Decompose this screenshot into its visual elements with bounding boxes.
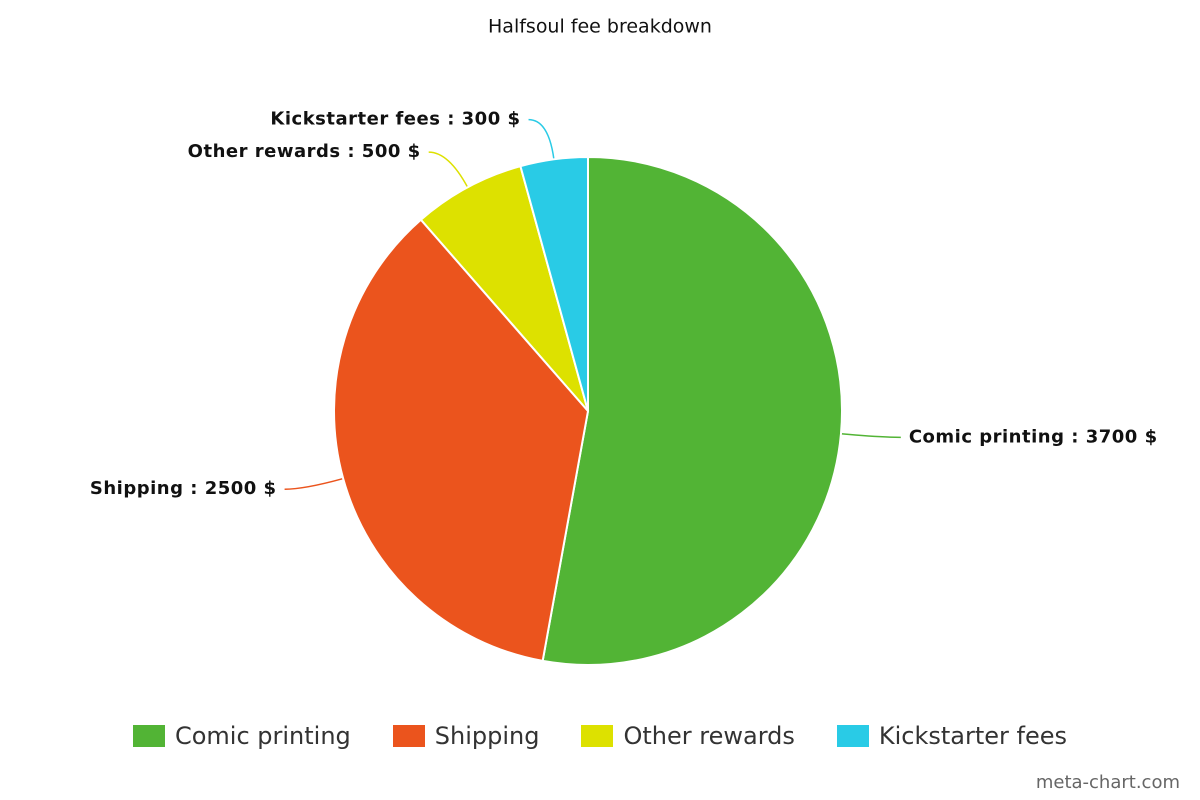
legend-swatch <box>581 725 614 747</box>
legend-label: Other rewards <box>623 722 795 750</box>
legend-item[interactable]: Kickstarter fees <box>836 722 1068 750</box>
legend-swatch <box>392 725 425 747</box>
legend-item[interactable]: Shipping <box>392 722 540 750</box>
legend: Comic printing Shipping Other rewards Kicks… <box>0 722 1200 750</box>
legend-label: Kickstarter fees <box>878 722 1068 750</box>
data-label: Comic printing : 3700 $ <box>909 426 1158 447</box>
leader-line <box>428 151 469 188</box>
pie-slice <box>419 164 589 412</box>
legend-item[interactable]: Other rewards <box>581 722 795 750</box>
leader-line <box>528 118 555 160</box>
legend-swatch <box>836 725 869 747</box>
leader-line <box>284 477 344 490</box>
chart-title: Halfsoul fee breakdown <box>488 16 712 38</box>
data-label: Kickstarter fees : 300 $ <box>270 109 520 130</box>
legend-swatch <box>132 725 165 747</box>
legend-label: Comic printing <box>174 722 351 750</box>
pie-slice <box>541 155 843 666</box>
leader-line <box>840 433 901 439</box>
legend-label: Shipping <box>434 722 540 750</box>
credit: meta-chart.com <box>1035 772 1180 793</box>
pie-slice <box>519 155 589 412</box>
data-label: Shipping : 2500 $ <box>90 478 277 499</box>
data-labels: Comic printing : 3700 $ Shipping : 2500 $… <box>90 109 1158 500</box>
data-label: Other rewards : 500 $ <box>188 141 421 162</box>
legend-item[interactable]: Comic printing <box>132 722 351 750</box>
pie-slice <box>333 218 590 663</box>
